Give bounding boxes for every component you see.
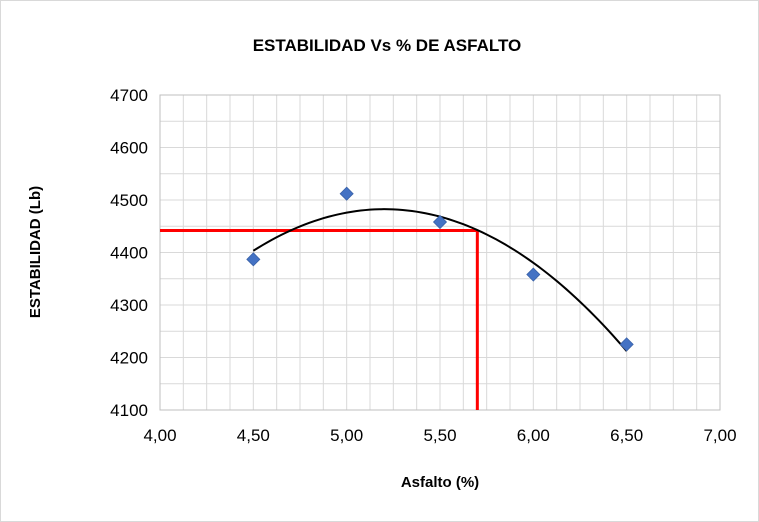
tick-labels: 4,00 4,50 5,00 5,50 6,00 6,50 7,00 4100 4200 4300…: [110, 86, 736, 445]
reference-lines: [160, 228, 479, 410]
y-tick-label: 4400: [110, 244, 148, 263]
x-tick-label: 5,50: [423, 426, 456, 445]
data-point: [246, 252, 261, 267]
x-tick-label: 6,50: [610, 426, 643, 445]
x-tick-label: 7,00: [703, 426, 736, 445]
y-tick-label: 4100: [110, 401, 148, 420]
data-point: [339, 186, 354, 201]
y-tick-label: 4500: [110, 191, 148, 210]
y-tick-label: 4600: [110, 139, 148, 158]
data-point: [619, 337, 634, 352]
y-tick-label: 4200: [110, 349, 148, 368]
x-tick-label: 4,50: [237, 426, 270, 445]
data-point: [432, 214, 448, 230]
y-tick-label: 4700: [110, 86, 148, 105]
x-axis-title: Asfalto (%): [401, 474, 479, 491]
x-tick-label: 6,00: [517, 426, 550, 445]
y-axis-title: ESTABILIDAD (Lb): [27, 186, 44, 318]
y-tick-label: 4300: [110, 296, 148, 315]
plot-area: [159, 94, 721, 411]
data-points: [246, 186, 634, 352]
x-tick-label: 4,00: [143, 426, 176, 445]
data-point: [526, 267, 541, 282]
chart-title: ESTABILIDAD Vs % DE ASFALTO: [253, 36, 522, 55]
x-tick-label: 5,00: [330, 426, 363, 445]
